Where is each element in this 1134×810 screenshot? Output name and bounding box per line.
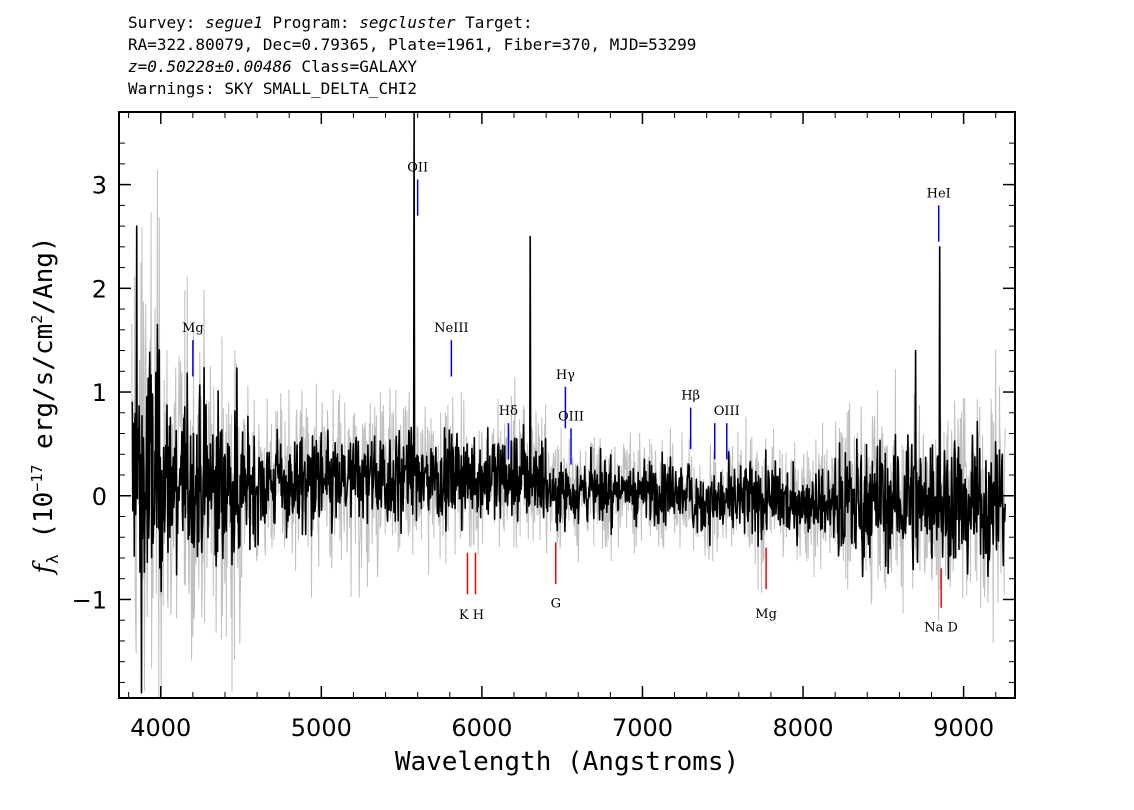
flux-series <box>131 112 1006 694</box>
emission-line-label: Hδ <box>499 404 518 419</box>
header-line-3: z=0.50228±0.00486 Class=GALAXY <box>128 56 696 78</box>
y-axis-label: fλ (10−17 erg/s/cm2/Ang) <box>28 236 62 575</box>
y-tick-label: 0 <box>92 483 107 511</box>
emission-line-label: OIII <box>558 409 584 424</box>
class-value: Class=GALAXY <box>291 57 417 76</box>
program-label: Program: <box>262 13 360 32</box>
emission-line-label: HeI <box>927 186 951 201</box>
axis-ticks: 4000 5000 6000 7000 8000 9000 −1 0 1 2 3 <box>72 112 1015 742</box>
x-tick-label: 5000 <box>291 714 352 742</box>
y-tick-label: 3 <box>92 172 107 200</box>
emission-line-label: NeIII <box>434 321 468 336</box>
survey-value: segue1 <box>205 13 263 32</box>
spectrum-header: Survey: segue1 Program: segcluster Targe… <box>128 12 696 100</box>
x-tick-label: 9000 <box>933 714 994 742</box>
x-tick-label: 8000 <box>773 714 834 742</box>
emission-line-label: OIII <box>714 404 740 419</box>
emission-line-label: Hγ <box>556 368 575 383</box>
error-line <box>131 112 1006 698</box>
emission-line-label: Hβ <box>681 389 700 404</box>
x-tick-label: 4000 <box>130 714 191 742</box>
y-tick-label: −1 <box>72 586 107 614</box>
emission-line-label: OII <box>407 160 428 175</box>
absorption-line-label: K H <box>459 608 484 623</box>
error-series <box>131 112 1006 698</box>
absorption-line-label: Na D <box>924 620 958 635</box>
survey-label: Survey: <box>128 13 206 32</box>
emission-line-label: Mg <box>182 321 204 336</box>
header-line-1: Survey: segue1 Program: segcluster Targe… <box>128 12 696 34</box>
y-tick-label: 1 <box>92 379 107 407</box>
svg-text:fλ (10−17 erg/s/cm2/Ang): fλ (10−17 erg/s/cm2/Ang) <box>28 236 62 575</box>
x-axis-label: Wavelength (Angstroms) <box>395 747 739 777</box>
header-line-2: RA=322.80079, Dec=0.79365, Plate=1961, F… <box>128 35 697 54</box>
x-tick-label: 7000 <box>612 714 673 742</box>
spectral-line-markers: Mg OII NeIII Hδ Hγ OIII Hβ OIII HeI K H G Mg Na D <box>182 160 958 635</box>
plot-frame <box>118 111 1016 699</box>
x-tick-label: 6000 <box>451 714 512 742</box>
redshift-value: z=0.50228±0.00486 <box>128 57 292 76</box>
y-tick-label: 2 <box>92 275 107 303</box>
target-label: Target: <box>455 13 533 32</box>
header-line-4: Warnings: SKY SMALL_DELTA_CHI2 <box>128 79 417 98</box>
absorption-line-label: Mg <box>755 607 777 622</box>
flux-line <box>131 112 1006 694</box>
program-value: segcluster <box>359 13 456 32</box>
absorption-line-label: G <box>551 596 561 611</box>
